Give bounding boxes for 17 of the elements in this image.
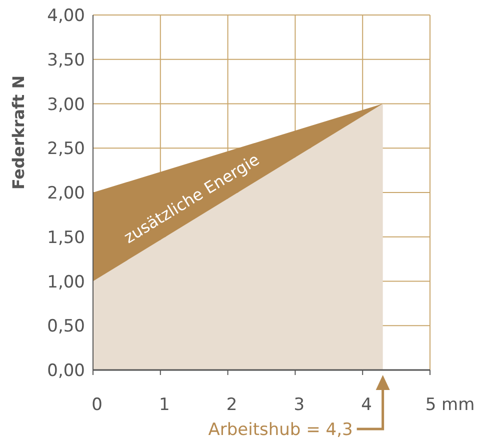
y-tick-label: 3,00 [47, 94, 85, 115]
y-tick-label: 1,50 [47, 228, 85, 248]
y-tick-label: 4,00 [47, 6, 85, 26]
y-tick-label: 2,50 [47, 139, 85, 160]
x-tick-label: 0 [92, 395, 102, 415]
x-tick-label: 1 [158, 395, 170, 415]
text: Arbeitshub = 4,3 [208, 420, 353, 440]
y-axis-title: Federkraft N [9, 75, 28, 190]
y-tick-label: 0,00 [47, 361, 85, 381]
x-tick-label: 5 mm [425, 395, 475, 415]
y-tick-label: 0,50 [47, 316, 85, 337]
y-tick-label: 3,50 [47, 50, 85, 70]
y-tick-label: 1,00 [47, 272, 85, 292]
y-tick-label: 2,00 [47, 184, 85, 204]
x-tick-label: 2 [226, 395, 238, 415]
x-tick-label: 4 [361, 395, 372, 415]
x-tick-label: 3 [294, 395, 305, 415]
